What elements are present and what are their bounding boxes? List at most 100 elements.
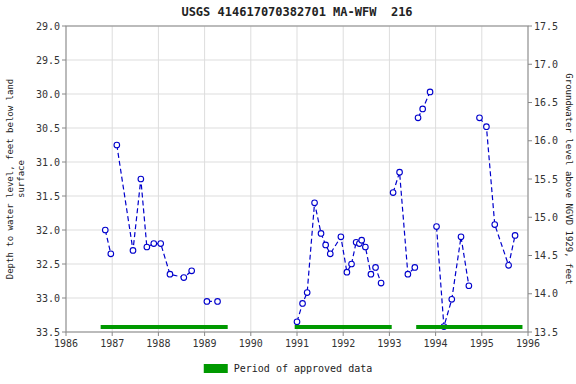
tick-label-y2: 17.0 [534,59,558,70]
y2-axis-label: Groundwater level above NGVD 1929, feet [564,73,574,284]
point [349,261,355,267]
tick-label-y: 30.0 [36,89,60,100]
title: USGS 414617070382701 MA-WFW 216 [181,5,412,19]
grid-line-y [66,128,528,129]
legend-swatch [204,364,228,373]
tick-label-x: 1986 [54,338,78,349]
point [373,265,379,271]
line-series [102,89,517,329]
grid-line-x [250,26,251,332]
tick-x [158,332,159,336]
point [151,241,157,247]
tick-label-x: 1995 [470,338,494,349]
grid-line-y [66,162,528,163]
tick-y2 [528,179,532,180]
tick-label-x: 1987 [100,338,124,349]
tick-x [66,332,67,336]
y-axis-label: Depth to water level, feet below landsur… [5,79,26,279]
point [338,234,344,240]
point [434,224,440,230]
tick-x [528,332,529,336]
grid-line-y [66,196,528,197]
point [412,265,418,271]
axes: 1986198719881989199019911992199319941995… [36,21,558,350]
tick-label-x: 1996 [516,338,540,349]
point [458,234,464,240]
point [318,231,324,237]
point [138,176,144,182]
tick-y2 [528,332,532,333]
point [300,301,306,307]
point [368,271,374,277]
tick-x [297,332,298,336]
tick-label-y: 30.5 [36,123,60,134]
tick-y2 [528,140,532,141]
tick-y [62,332,66,333]
point [363,244,369,250]
chart: 1986198719881989199019911992199319941995… [0,0,576,384]
grid [66,26,528,332]
tick-label-y2: 15.5 [534,174,558,185]
tick-label-y: 32.0 [36,225,60,236]
point [304,290,310,296]
tick-y [62,264,66,265]
point [420,106,426,112]
legend: Period of approved data [204,363,372,374]
tick-y2 [528,217,532,218]
tick-label-y2: 17.5 [534,21,558,32]
grid-line-y [66,60,528,61]
tick-label-y2: 14.0 [534,288,558,299]
tick-y2 [528,255,532,256]
line [105,92,515,327]
grid-line-y [66,264,528,265]
point [492,222,498,228]
point [397,169,403,175]
tick-label-y: 33.5 [36,327,60,338]
grid-line-x [343,26,344,332]
point [378,280,384,286]
tick-label-x: 1989 [193,338,217,349]
point [359,237,365,243]
tick-label-y: 29.5 [36,55,60,66]
point [323,242,329,248]
tick-label-x: 1991 [285,338,309,349]
grid-line-x [112,26,113,332]
tick-y [62,60,66,61]
point [130,248,136,254]
tick-label-y2: 14.5 [534,250,558,261]
point [158,241,164,247]
point [189,268,195,274]
point [427,89,433,95]
tick-label-y: 33.0 [36,293,60,304]
tick-label-x: 1994 [424,338,448,349]
point [204,299,210,305]
grid-line-x [158,26,159,332]
tick-y2 [528,26,532,27]
tick-x [250,332,251,336]
point [506,263,512,269]
point [477,115,483,121]
tick-label-y: 31.0 [36,157,60,168]
approved-period-bar [295,325,392,329]
tick-y [62,94,66,95]
point [144,244,150,250]
tick-y [62,298,66,299]
tick-label-y2: 16.0 [534,135,558,146]
tick-x [343,332,344,336]
tick-x [389,332,390,336]
approved-period-bar [101,325,228,329]
point [344,269,350,275]
tick-y [62,26,66,27]
tick-x [435,332,436,336]
y-axis-label-line: surface [16,160,26,198]
tick-label-x: 1993 [377,338,401,349]
tick-y [62,230,66,231]
grid-line-x [435,26,436,332]
point [108,251,114,257]
grid-line-y [66,230,528,231]
point [327,251,333,257]
point [312,200,318,206]
tick-y2 [528,102,532,103]
approved-periods [101,325,523,329]
tick-x [204,332,205,336]
